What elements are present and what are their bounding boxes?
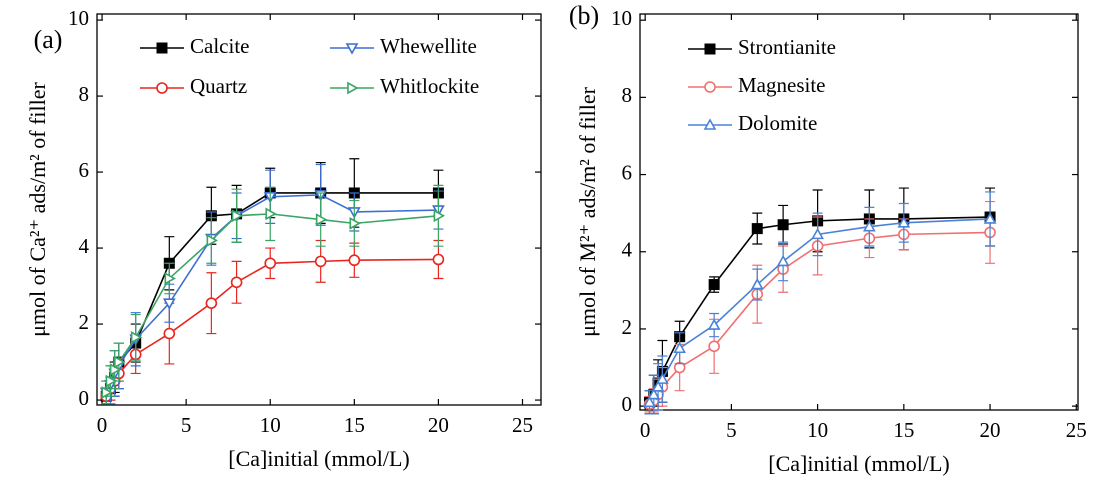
data-point [647, 387, 661, 400]
data-point [315, 213, 328, 226]
legend-marker [156, 82, 168, 94]
y-axis-title: μmol of Ca²⁺ ads/m² of filler [25, 81, 50, 336]
data-point [751, 223, 763, 235]
y-tick-label: 10 [611, 6, 632, 30]
legend-marker [345, 43, 359, 55]
x-tick-label: 25 [1066, 418, 1087, 442]
x-tick-label: 0 [97, 413, 108, 437]
y-tick-label: 6 [622, 160, 633, 184]
data-point [163, 327, 176, 340]
data-point [750, 277, 764, 290]
data-point [862, 220, 876, 232]
data-point [205, 297, 218, 309]
data-point [314, 255, 327, 268]
y-tick-label: 4 [622, 238, 633, 262]
data-point [708, 279, 720, 291]
data-point [162, 298, 176, 310]
data-point [708, 340, 720, 353]
data-point [811, 227, 824, 240]
data-point [897, 216, 911, 228]
data-point [433, 209, 446, 223]
y-tick-label: 0 [79, 386, 90, 410]
panel-label: (a) [34, 25, 63, 54]
legend-label: Magnesite [738, 73, 825, 97]
data-point [101, 386, 113, 399]
data-point [776, 254, 790, 267]
x-tick-label: 15 [893, 418, 914, 442]
data-point [651, 380, 665, 392]
legend-label: Strontianite [738, 35, 836, 59]
series-line [105, 258, 439, 397]
data-point [130, 331, 143, 344]
data-point [265, 207, 277, 221]
y-tick-label: 4 [79, 234, 90, 258]
panel-label: (b) [569, 1, 599, 30]
y-tick-label: 0 [622, 392, 633, 416]
x-axis-title: [Ca]initial (mmol/L) [768, 451, 949, 476]
legend-label: Whewellite [380, 34, 477, 58]
y-tick-label: 2 [622, 315, 633, 339]
plot-frame [639, 13, 1079, 411]
x-tick-label: 25 [512, 413, 533, 437]
y-tick-label: 8 [79, 82, 90, 106]
data-point [114, 355, 126, 369]
x-tick-label: 5 [726, 418, 737, 442]
legend-marker [156, 42, 168, 54]
data-point [105, 374, 118, 388]
data-point [348, 254, 361, 267]
data-point [206, 234, 219, 247]
data-point [230, 276, 243, 289]
series-line [648, 231, 991, 405]
data-point [164, 272, 176, 285]
legend-label: Quartz [190, 74, 247, 98]
data-point [983, 212, 997, 224]
data-point [231, 209, 244, 223]
y-tick-label: 2 [79, 310, 90, 334]
x-tick-label: 10 [260, 413, 281, 437]
legend-marker [703, 118, 717, 130]
data-point [432, 253, 445, 266]
x-axis-title: [Ca]initial (mmol/L) [228, 446, 409, 471]
plot-frame [96, 13, 542, 406]
data-point [349, 217, 361, 230]
data-point [673, 341, 687, 354]
data-point [777, 219, 789, 231]
x-tick-label: 20 [980, 418, 1001, 442]
y-tick-label: 10 [68, 6, 89, 30]
data-point [707, 318, 721, 330]
data-point [656, 372, 669, 384]
x-tick-label: 0 [640, 418, 651, 442]
x-tick-label: 10 [807, 418, 828, 442]
legend-marker [704, 43, 716, 55]
legend-marker [347, 81, 359, 95]
y-tick-label: 6 [79, 158, 90, 182]
legend-label: Whitlockite [380, 74, 479, 98]
legend-marker [704, 81, 716, 93]
x-tick-label: 5 [181, 413, 192, 437]
y-tick-label: 8 [622, 83, 633, 107]
x-tick-label: 20 [428, 413, 449, 437]
data-point [643, 395, 656, 408]
legend-label: Dolomite [738, 111, 817, 135]
x-tick-label: 15 [344, 413, 365, 437]
legend-label: Calcite [190, 34, 249, 58]
y-axis-title: μmol of M²⁺ ads/m² of filler [575, 86, 600, 337]
data-point [264, 257, 277, 270]
